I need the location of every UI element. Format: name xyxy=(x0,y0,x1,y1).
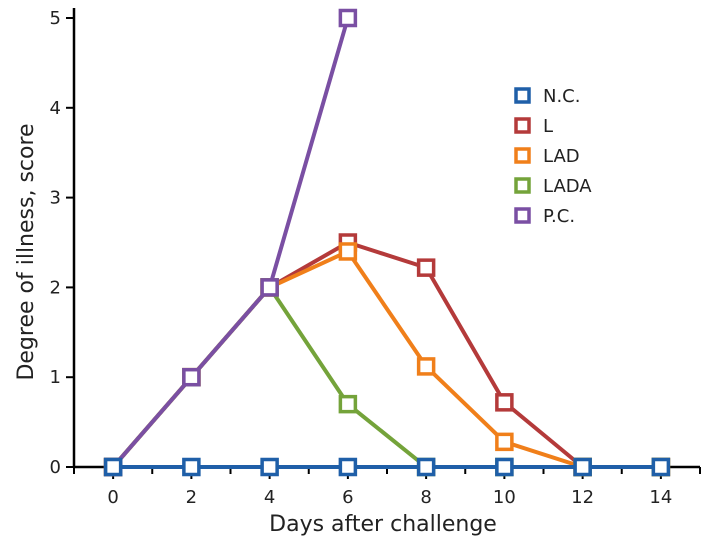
data-point xyxy=(182,457,201,477)
data-point xyxy=(573,457,592,477)
legend: N.C. L LAD LADA P.C. xyxy=(514,86,592,227)
legend-label: LADA xyxy=(543,176,592,197)
x-tick-label: 12 xyxy=(571,487,594,508)
y-tick-label: 5 xyxy=(50,8,61,29)
data-point xyxy=(260,457,279,477)
y-tick-label: 3 xyxy=(50,188,61,209)
data-point xyxy=(103,457,123,477)
series-pc xyxy=(103,8,358,477)
x-tick-label: 2 xyxy=(186,487,197,508)
y-tick-label: 2 xyxy=(50,277,61,298)
y-tick-label: 1 xyxy=(50,367,61,388)
legend-label: P.C. xyxy=(543,206,575,227)
data-point xyxy=(338,242,358,261)
series-line xyxy=(111,17,350,469)
x-tick-label: 8 xyxy=(420,487,431,508)
x-axis-title: Days after challenge xyxy=(269,512,497,537)
data-point xyxy=(260,278,279,297)
data-point xyxy=(495,457,514,477)
data-point xyxy=(416,357,436,376)
data-point xyxy=(416,258,436,277)
x-tick-label: 14 xyxy=(649,487,672,508)
series-l xyxy=(103,233,671,477)
data-point xyxy=(338,394,358,414)
legend-marker xyxy=(514,147,531,164)
y-tick-label: 4 xyxy=(50,98,61,119)
y-tick-label: 0 xyxy=(50,457,61,478)
legend-marker xyxy=(514,177,531,194)
legend-label: LAD xyxy=(543,146,580,167)
data-point xyxy=(651,457,671,477)
legend-label: L xyxy=(543,116,553,137)
legend-marker xyxy=(514,87,531,104)
data-point xyxy=(338,457,358,477)
series-nc xyxy=(103,457,671,477)
legend-marker xyxy=(514,207,531,224)
data-point xyxy=(416,457,436,477)
data-point xyxy=(182,367,201,387)
data-point xyxy=(495,393,514,412)
series-lad xyxy=(103,242,671,477)
y-axis-title: Degree of illness, score xyxy=(14,123,39,380)
x-tick-label: 0 xyxy=(107,487,118,508)
data-point xyxy=(495,432,514,452)
x-tick-label: 10 xyxy=(493,487,516,508)
data-point xyxy=(338,8,358,28)
series-layer xyxy=(103,8,671,477)
x-tick-label: 6 xyxy=(342,487,353,508)
legend-label: N.C. xyxy=(543,86,580,107)
x-tick-label: 4 xyxy=(264,487,275,508)
legend-marker xyxy=(514,117,531,134)
